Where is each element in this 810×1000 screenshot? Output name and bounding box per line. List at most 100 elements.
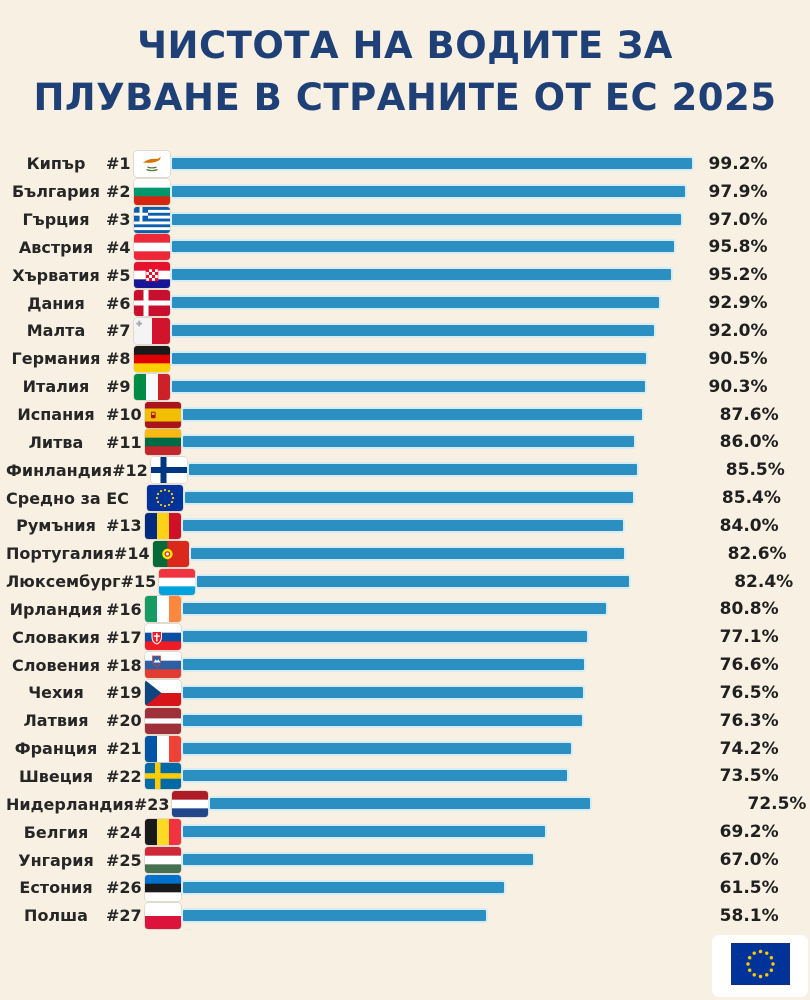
chart-row: Румъния #13 84.0% (0, 512, 810, 540)
bar-track (169, 350, 699, 367)
rank-label: #26 (106, 878, 142, 898)
country-label: Естония (19, 878, 93, 898)
chart-row: Латвия #20 76.3% (0, 707, 810, 735)
chart-row: Полша #27 58.1% (0, 902, 810, 930)
chart-row: Германия #8 90.5% (0, 345, 810, 373)
rank-label: #14 (113, 544, 150, 564)
rank-label: #4 (106, 237, 131, 257)
country-label: Финландия (6, 460, 113, 480)
chart-row: Швеция #22 73.5% (0, 763, 810, 791)
value-bar (169, 322, 657, 338)
bar-track (180, 601, 710, 617)
country-label: Нидерландия (6, 794, 134, 814)
chart-row: Австрия #4 95.8% (0, 234, 810, 262)
value-label: 76.3% (719, 710, 779, 731)
bar-track (180, 824, 710, 840)
value-bar (208, 796, 592, 812)
chart-row: Ирландия #16 80.8% (0, 596, 810, 624)
rank-label: #1 (106, 154, 131, 174)
value-bar (186, 462, 640, 478)
bar-track (169, 183, 699, 200)
flag-pt-icon (152, 540, 189, 567)
value-label: 92.0% (708, 320, 768, 341)
value-label: 84.0% (719, 515, 779, 536)
page-title-line1: ЧИСТОТА НА ВОДИТЕ ЗА (137, 24, 673, 67)
country-label: Португалия (6, 544, 114, 564)
rank-label: #21 (106, 739, 142, 759)
country-label: Белгия (23, 822, 89, 842)
country-label: Кипър (26, 154, 86, 174)
chart-row: Кипър #1 99.2% (0, 150, 810, 178)
flag-be-icon (144, 819, 181, 846)
bar-track (180, 879, 710, 896)
value-label: 67.0% (719, 850, 779, 871)
bar-track (180, 434, 710, 450)
flag-mt-icon (133, 317, 170, 344)
country-label: Хърватия (12, 265, 100, 285)
country-label: Литва (28, 432, 84, 452)
value-label: 72.5% (747, 794, 807, 815)
country-label: Гърция (22, 210, 90, 230)
country-label: Латвия (23, 711, 89, 731)
rank-label: #25 (106, 850, 142, 870)
flag-eu-icon (146, 485, 183, 512)
flag-fi-icon (150, 457, 187, 484)
chart-row: Франция #21 74.2% (0, 735, 810, 763)
rank-label: #18 (106, 655, 142, 675)
bar-track (180, 907, 710, 924)
value-bar (180, 907, 489, 923)
country-label: Швеция (18, 766, 94, 786)
value-label: 74.2% (719, 738, 779, 759)
bar-track (180, 712, 710, 729)
bar-track (169, 155, 699, 172)
flag-lt-icon (144, 429, 181, 456)
eu-flag-icon (730, 942, 790, 989)
value-label: 76.5% (719, 682, 779, 703)
country-label: Люксембург (6, 572, 121, 592)
rank-label: #8 (106, 349, 131, 369)
value-label: 73.5% (719, 766, 779, 787)
value-label: 90.3% (708, 376, 768, 397)
flag-si-icon (144, 652, 181, 679)
rank-label: #19 (106, 683, 142, 703)
flag-at-icon (133, 234, 170, 261)
rank-label: #12 (112, 460, 148, 480)
value-bar (180, 629, 589, 645)
flag-bg-icon (133, 178, 170, 205)
chart-row: Италия #9 90.3% (0, 373, 810, 401)
rank-label: #17 (106, 627, 142, 647)
flag-sk-icon (144, 624, 181, 651)
bar-track (180, 629, 710, 645)
chart-row: Унгария #25 67.0% (0, 846, 810, 874)
country-label: Словения (12, 655, 100, 675)
flag-ee-icon (144, 874, 181, 901)
value-bar (169, 183, 688, 199)
value-label: 87.6% (719, 404, 779, 425)
rank-label: #15 (120, 572, 157, 592)
value-label: 69.2% (719, 822, 779, 843)
bar-track (169, 378, 699, 395)
bar-track (180, 657, 710, 673)
value-label: 97.0% (708, 209, 768, 230)
chart-row: Хърватия #5 95.2% (0, 261, 810, 289)
rank-label: #13 (106, 516, 142, 536)
value-bar (169, 295, 661, 311)
bar-track (169, 211, 699, 228)
page-title-line2: ПЛУВАНЕ В СТРАНИТЕ ОТ ЕС 2025 (33, 76, 777, 119)
chart-row: Малта #7 92.0% (0, 317, 810, 345)
rank-label: #10 (106, 405, 142, 425)
value-bar (188, 545, 626, 561)
bar-track (169, 322, 699, 339)
country-label: Словакия (12, 627, 100, 647)
value-bar (180, 684, 586, 700)
flag-it-icon (133, 373, 170, 400)
page-title: ЧИСТОТА НА ВОДИТЕ ЗА ПЛУВАНЕ В СТРАНИТЕ … (0, 0, 810, 124)
flag-hr-icon (133, 262, 170, 289)
rank-label: #5 (106, 265, 131, 285)
flag-hu-icon (144, 847, 181, 874)
country-label: Чехия (28, 683, 84, 703)
flag-cz-icon (144, 679, 181, 706)
value-bar (169, 211, 683, 227)
value-bar (180, 852, 536, 868)
flag-ie-icon (144, 596, 181, 623)
